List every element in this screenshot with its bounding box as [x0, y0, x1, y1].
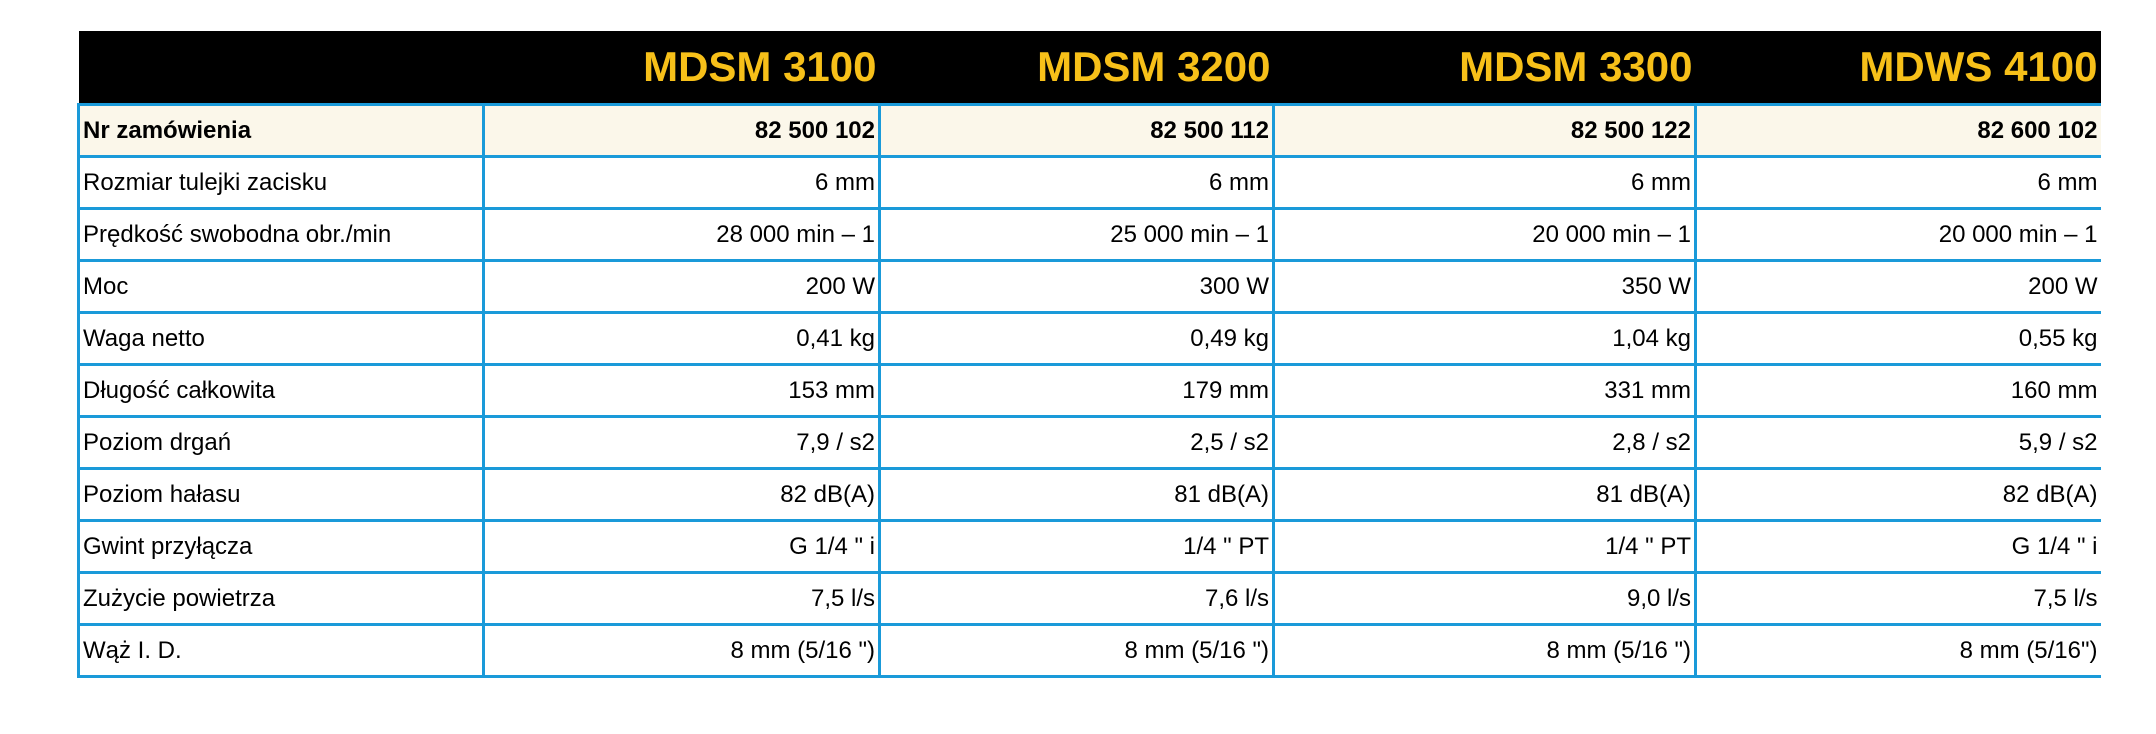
table-row-vibration-level: Poziom drgań 7,9 / s2 2,5 / s2 2,8 / s2 … — [77, 415, 2101, 470]
table-cell: 160 mm — [1695, 363, 2101, 418]
row-label: Poziom hałasu — [77, 467, 485, 522]
table-cell: 8 mm (5/16 ") — [879, 623, 1275, 678]
header-corner-cell — [78, 31, 484, 105]
table-cell: 300 W — [879, 259, 1275, 314]
row-label: Długość całkowita — [77, 363, 485, 418]
table-row-net-weight: Waga netto 0,41 kg 0,49 kg 1,04 kg 0,55 … — [77, 311, 2101, 366]
table-cell: 1/4 " PT — [1273, 519, 1697, 574]
table-cell: 8 mm (5/16 ") — [1273, 623, 1697, 678]
model-header-mdws-4100: MDWS 4100 — [1695, 31, 2101, 105]
table-cell: 0,55 kg — [1695, 311, 2101, 366]
row-label: Poziom drgań — [77, 415, 485, 470]
table-cell: 28 000 min – 1 — [483, 207, 881, 262]
model-header-mdsm-3300: MDSM 3300 — [1273, 31, 1696, 105]
table-cell: 20 000 min – 1 — [1273, 207, 1697, 262]
table-cell: 2,5 / s2 — [879, 415, 1275, 470]
table-row-noise-level: Poziom hałasu 82 dB(A) 81 dB(A) 81 dB(A)… — [77, 467, 2101, 522]
row-label: Nr zamówienia — [77, 103, 485, 158]
row-label: Rozmiar tulejki zacisku — [77, 155, 485, 210]
table-row-air-consumption: Zużycie powietrza 7,5 l/s 7,6 l/s 9,0 l/… — [77, 571, 2101, 626]
table-cell: 7,9 / s2 — [483, 415, 881, 470]
table-cell: 350 W — [1273, 259, 1697, 314]
table-row-order-number: Nr zamówienia 82 500 102 82 500 112 82 5… — [77, 103, 2101, 158]
table-row-collet-size: Rozmiar tulejki zacisku 6 mm 6 mm 6 mm 6… — [77, 155, 2101, 210]
model-header-mdsm-3100: MDSM 3100 — [483, 31, 880, 105]
table-cell: 5,9 / s2 — [1695, 415, 2101, 470]
table-cell: 8 mm (5/16") — [1695, 623, 2101, 678]
table-cell: 200 W — [1695, 259, 2101, 314]
table-cell: 1,04 kg — [1273, 311, 1697, 366]
table-cell: 25 000 min – 1 — [879, 207, 1275, 262]
header-row: MDSM 3100 MDSM 3200 MDSM 3300 MDWS 4100 — [78, 31, 2101, 105]
table-cell: 6 mm — [1273, 155, 1697, 210]
table-cell: 6 mm — [1695, 155, 2101, 210]
table-cell: 153 mm — [483, 363, 881, 418]
table-cell: G 1/4 " i — [483, 519, 881, 574]
table-cell: 7,5 l/s — [483, 571, 881, 626]
table-cell: 1/4 " PT — [879, 519, 1275, 574]
table-row-power: Moc 200 W 300 W 350 W 200 W — [77, 259, 2101, 314]
table-cell: 200 W — [483, 259, 881, 314]
table-row-free-speed: Prędkość swobodna obr./min 28 000 min – … — [77, 207, 2101, 262]
table-cell: 82 500 102 — [483, 103, 881, 158]
table-cell: 81 dB(A) — [1273, 467, 1697, 522]
table-cell: 179 mm — [879, 363, 1275, 418]
table-cell: 7,5 l/s — [1695, 571, 2101, 626]
table-cell: 7,6 l/s — [879, 571, 1275, 626]
table-cell: 9,0 l/s — [1273, 571, 1697, 626]
table-row-total-length: Długość całkowita 153 mm 179 mm 331 mm 1… — [77, 363, 2101, 418]
table-cell: 331 mm — [1273, 363, 1697, 418]
row-label: Zużycie powietrza — [77, 571, 485, 626]
spec-table: MDSM 3100 MDSM 3200 MDSM 3300 MDWS 4100 … — [77, 31, 2101, 678]
table-cell: 82 500 122 — [1273, 103, 1697, 158]
table-cell: 82 dB(A) — [1695, 467, 2101, 522]
table-cell: 20 000 min – 1 — [1695, 207, 2101, 262]
row-label: Prędkość swobodna obr./min — [77, 207, 485, 262]
row-label: Moc — [77, 259, 485, 314]
table-cell: 0,41 kg — [483, 311, 881, 366]
table-row-connection-thread: Gwint przyłącza G 1/4 " i 1/4 " PT 1/4 "… — [77, 519, 2101, 574]
table-cell: 82 600 102 — [1695, 103, 2101, 158]
table-cell: 81 dB(A) — [879, 467, 1275, 522]
table-cell: 8 mm (5/16 ") — [483, 623, 881, 678]
row-label: Wąż I. D. — [77, 623, 485, 678]
row-label: Waga netto — [77, 311, 485, 366]
row-label: Gwint przyłącza — [77, 519, 485, 574]
table-cell: G 1/4 " i — [1695, 519, 2101, 574]
table-cell: 82 500 112 — [879, 103, 1275, 158]
table-cell: 6 mm — [879, 155, 1275, 210]
table-cell: 6 mm — [483, 155, 881, 210]
table-cell: 2,8 / s2 — [1273, 415, 1697, 470]
table-cell: 0,49 kg — [879, 311, 1275, 366]
model-header-mdsm-3200: MDSM 3200 — [879, 31, 1274, 105]
table-cell: 82 dB(A) — [483, 467, 881, 522]
table-row-hose-id: Wąż I. D. 8 mm (5/16 ") 8 mm (5/16 ") 8 … — [77, 623, 2101, 678]
